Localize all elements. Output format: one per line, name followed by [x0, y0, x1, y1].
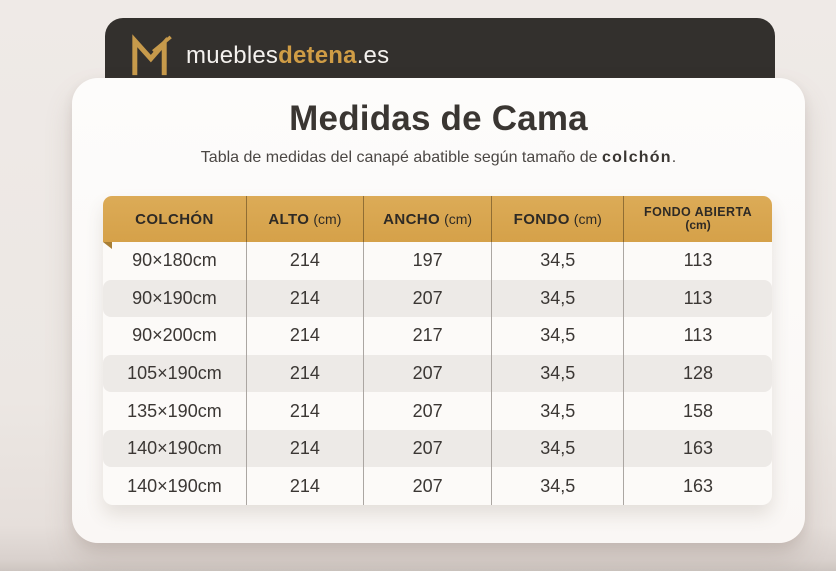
cell-colchon: 90×190cm	[103, 279, 247, 318]
table-row: 140×190cm 214 207 34,5 163	[103, 429, 772, 468]
cell-colchon: 135×190cm	[103, 392, 247, 430]
table-row: 90×180cm 214 197 34,5 113	[103, 242, 772, 280]
table-header-row: COLCHÓN ALTO (cm) ANCHO (cm) FONDO (cm) …	[103, 196, 772, 249]
cell-fondo-abierta: 113	[683, 325, 713, 346]
cell-alto: 214	[247, 242, 364, 280]
cell-fondo: 34,5	[492, 429, 625, 468]
cell-colchon: 90×180cm	[103, 242, 247, 280]
cell-ancho: 207	[364, 354, 493, 393]
cell-fondo: 34,5	[492, 392, 625, 430]
cell-colchon: 105×190cm	[103, 354, 247, 393]
subtitle-text: Tabla de medidas del canapé abatible seg…	[200, 149, 602, 166]
column-label: COLCHÓN	[135, 210, 214, 228]
cell-ancho: 217	[364, 317, 493, 355]
content-card: Medidas de Cama Tabla de medidas del can…	[72, 78, 805, 543]
column-unit: (cm)	[444, 211, 473, 227]
cell-fondo-abierta: 113	[683, 287, 713, 308]
cell-fondo: 34,5	[492, 279, 625, 318]
cell-ancho: 207	[364, 392, 493, 430]
table-row: 90×200cm 214 217 34,5 113	[103, 317, 772, 355]
brand-name-regular: muebles	[186, 42, 279, 69]
cell-fondo: 34,5	[492, 467, 625, 506]
column-header-ancho: ANCHO (cm)	[364, 196, 493, 242]
brand-name-tld: .es	[356, 42, 390, 69]
column-unit: (cm)	[685, 218, 711, 233]
cell-ancho: 207	[364, 467, 493, 506]
column-unit: (cm)	[573, 211, 602, 227]
cell-alto: 214	[247, 317, 364, 355]
column-label: ALTO	[268, 210, 310, 228]
cell-ancho: 207	[364, 429, 493, 468]
cell-alto: 214	[247, 429, 364, 468]
table-row: 140×190cm 214 207 34,5 163	[103, 467, 772, 506]
column-header-fondo-abierta: FONDO ABIERTA (cm)	[624, 196, 772, 242]
cell-colchon: 90×200cm	[103, 317, 247, 355]
cell-ancho: 197	[364, 242, 493, 280]
cell-fondo: 34,5	[492, 354, 625, 393]
m-logo-icon	[131, 33, 173, 79]
cell-alto: 214	[247, 354, 364, 393]
column-header-fondo: FONDO (cm)	[492, 196, 625, 242]
column-label: ANCHO	[383, 210, 441, 228]
cell-alto: 214	[247, 392, 364, 430]
table-row: 105×190cm 214 207 34,5 128	[103, 354, 772, 393]
brand-name-bold: detena	[278, 42, 357, 69]
subtitle-highlight: colchón	[601, 149, 672, 166]
table-row: 135×190cm 214 207 34,5 158	[103, 392, 772, 430]
subtitle-period: .	[671, 149, 677, 166]
measurements-table: COLCHÓN ALTO (cm) ANCHO (cm) FONDO (cm) …	[103, 196, 772, 506]
cell-fondo-abierta: 128	[683, 363, 714, 384]
column-label: FONDO	[513, 210, 570, 228]
cell-fondo-abierta: 163	[683, 438, 714, 459]
cell-fondo: 34,5	[492, 317, 625, 355]
page-title: Medidas de Cama	[289, 99, 588, 138]
cell-alto: 214	[247, 279, 364, 318]
cell-alto: 214	[247, 467, 364, 506]
cell-colchon: 140×190cm	[103, 429, 247, 468]
cell-fondo: 34,5	[492, 242, 625, 280]
column-label: FONDO ABIERTA	[644, 204, 753, 219]
brand-wordmark: mueblesdetena.es	[186, 42, 389, 70]
cell-ancho: 207	[364, 279, 493, 318]
cell-fondo-abierta: 158	[683, 400, 714, 421]
table-body: 90×180cm 214 197 34,5 113 90×190cm 214 2…	[103, 242, 772, 506]
column-header-colchon: COLCHÓN	[103, 196, 247, 242]
brand: mueblesdetena.es	[131, 32, 389, 80]
page-subtitle: Tabla de medidas del canapé abatible seg…	[72, 149, 805, 167]
column-unit: (cm)	[313, 211, 342, 227]
cell-fondo-abierta: 113	[683, 250, 713, 271]
table-row: 90×190cm 214 207 34,5 113	[103, 279, 772, 318]
cell-fondo-abierta: 163	[683, 475, 714, 496]
cell-colchon: 140×190cm	[103, 467, 247, 506]
column-header-alto: ALTO (cm)	[247, 196, 364, 242]
